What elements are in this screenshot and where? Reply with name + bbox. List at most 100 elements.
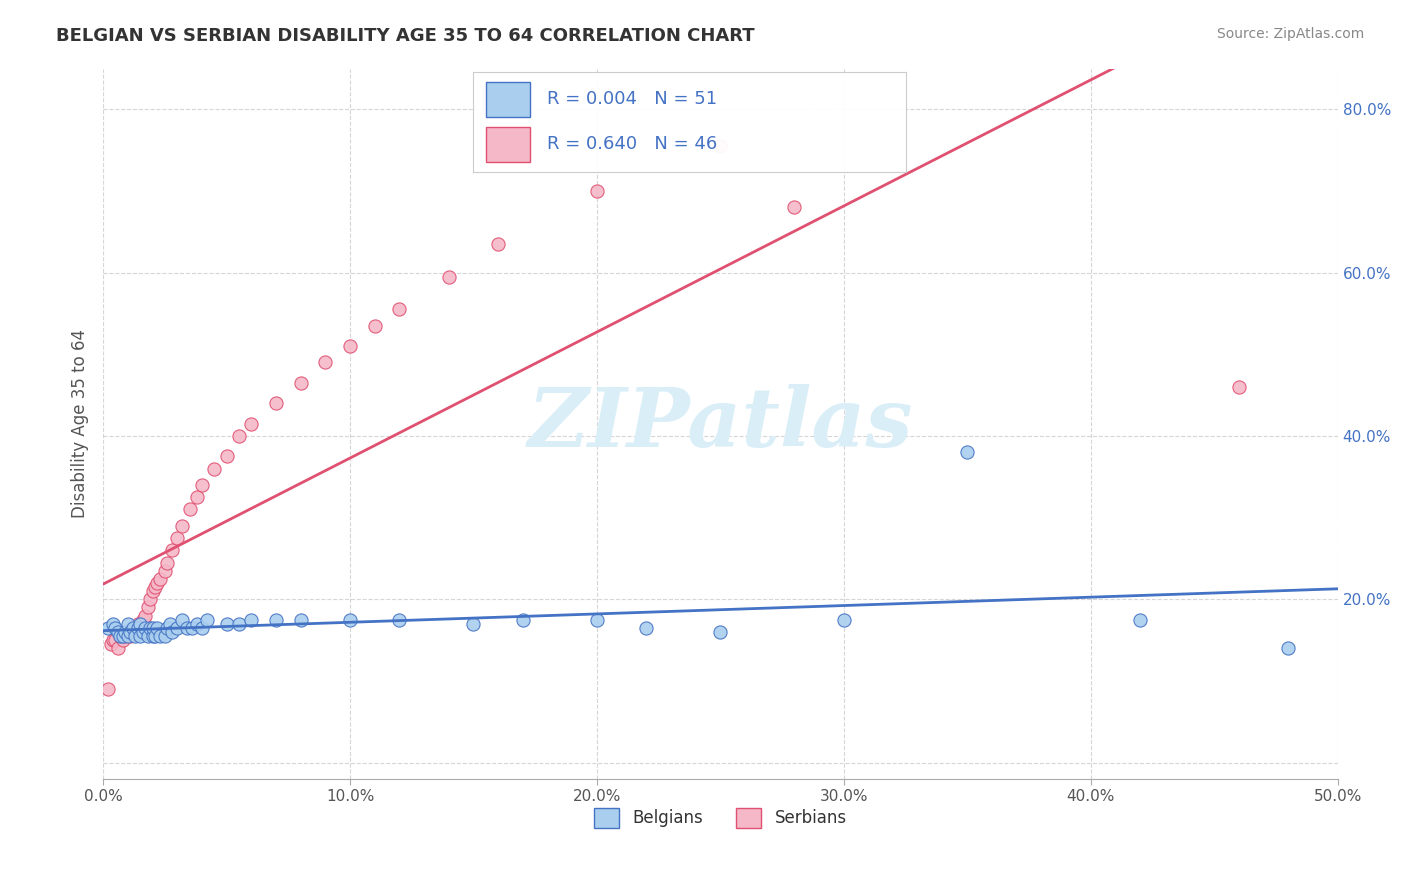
Point — [191, 478, 214, 492]
Point — [202, 461, 225, 475]
Point — [1227, 380, 1250, 394]
Point — [141, 621, 163, 635]
Point — [120, 624, 142, 639]
Point — [586, 184, 609, 198]
Point — [264, 613, 287, 627]
Point — [131, 624, 153, 639]
Legend: Belgians, Serbians: Belgians, Serbians — [588, 801, 853, 835]
Point — [101, 616, 124, 631]
Point — [121, 621, 143, 635]
Point — [1129, 613, 1152, 627]
Point — [117, 624, 139, 639]
Point — [709, 624, 731, 639]
Point — [141, 629, 163, 643]
Point — [111, 633, 134, 648]
Point — [149, 572, 172, 586]
Point — [512, 613, 534, 627]
Point — [832, 613, 855, 627]
Point — [186, 616, 208, 631]
Point — [186, 490, 208, 504]
Point — [709, 139, 731, 153]
Point — [156, 621, 179, 635]
Point — [388, 302, 411, 317]
Point — [172, 518, 194, 533]
Point — [156, 556, 179, 570]
Point — [136, 629, 159, 643]
Point — [97, 621, 120, 635]
Point — [134, 621, 156, 635]
Point — [181, 621, 204, 635]
Point — [486, 237, 509, 252]
Point — [104, 621, 127, 635]
Point — [364, 318, 387, 333]
Point — [290, 613, 312, 627]
Point — [463, 616, 485, 631]
Point — [172, 613, 194, 627]
Point — [264, 396, 287, 410]
Point — [339, 613, 361, 627]
Text: BELGIAN VS SERBIAN DISABILITY AGE 35 TO 64 CORRELATION CHART: BELGIAN VS SERBIAN DISABILITY AGE 35 TO … — [56, 27, 755, 45]
Point — [153, 564, 176, 578]
Point — [139, 621, 162, 635]
Point — [586, 613, 609, 627]
Point — [143, 629, 166, 643]
Point — [146, 621, 169, 635]
Point — [166, 621, 188, 635]
Text: ZIPatlas: ZIPatlas — [527, 384, 912, 464]
Text: Source: ZipAtlas.com: Source: ZipAtlas.com — [1216, 27, 1364, 41]
Point — [228, 616, 250, 631]
Point — [127, 621, 149, 635]
Point — [339, 339, 361, 353]
Point — [166, 531, 188, 545]
Point — [97, 682, 120, 697]
Point — [141, 584, 163, 599]
Point — [129, 621, 152, 635]
Point — [114, 629, 136, 643]
Point — [129, 616, 152, 631]
Point — [956, 445, 979, 459]
Point — [191, 621, 214, 635]
Point — [290, 376, 312, 390]
Point — [159, 616, 181, 631]
Point — [314, 355, 336, 369]
Point — [107, 624, 129, 639]
Point — [117, 616, 139, 631]
Point — [437, 269, 460, 284]
Point — [240, 417, 263, 431]
Point — [124, 624, 146, 639]
Point — [153, 629, 176, 643]
Point — [124, 629, 146, 643]
Point — [215, 616, 238, 631]
Point — [110, 629, 132, 643]
Point — [195, 613, 218, 627]
Point — [179, 502, 201, 516]
Point — [121, 621, 143, 635]
Point — [162, 624, 184, 639]
Point — [129, 629, 152, 643]
Point — [110, 629, 132, 643]
Y-axis label: Disability Age 35 to 64: Disability Age 35 to 64 — [72, 329, 89, 518]
Point — [104, 633, 127, 648]
Point — [127, 616, 149, 631]
Point — [107, 641, 129, 656]
Point — [134, 608, 156, 623]
Point — [111, 629, 134, 643]
Point — [783, 200, 806, 214]
Point — [114, 624, 136, 639]
Point — [143, 580, 166, 594]
Point — [100, 637, 122, 651]
Point — [139, 592, 162, 607]
Point — [101, 633, 124, 648]
Point — [136, 600, 159, 615]
Point — [149, 629, 172, 643]
Point — [1277, 641, 1299, 656]
Point — [131, 613, 153, 627]
Point — [240, 613, 263, 627]
Point — [228, 429, 250, 443]
Point — [176, 621, 198, 635]
Point — [117, 629, 139, 643]
Point — [120, 629, 142, 643]
Point — [636, 621, 658, 635]
Point — [388, 613, 411, 627]
Point — [146, 576, 169, 591]
